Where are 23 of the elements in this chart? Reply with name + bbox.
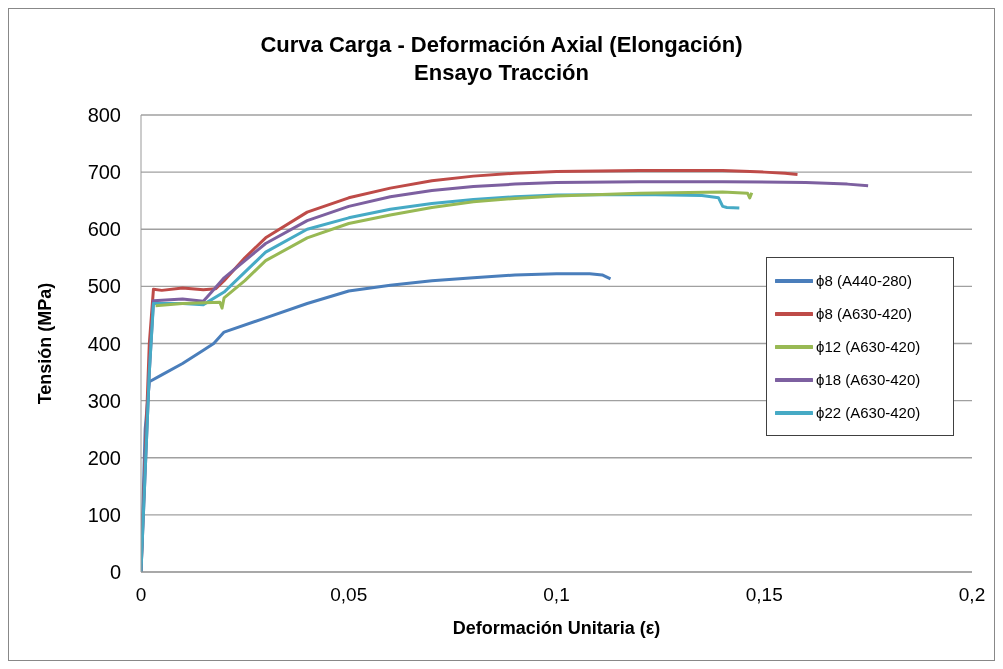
y-tick-label: 0 [109, 561, 121, 584]
legend-label: ϕ12 (A630-420) [816, 338, 921, 355]
x-tick-label: 0,2 [958, 584, 986, 606]
legend-label: ϕ18 (A630-420) [816, 371, 921, 388]
y-tick-label: 600 [87, 218, 121, 241]
legend-label: ϕ22 (A630-420) [816, 404, 921, 421]
y-axis-title: Tensión (MPa) [35, 282, 56, 405]
line-series [154, 190, 754, 310]
y-tick-label: 200 [87, 446, 121, 469]
y-tick-label: 800 [87, 104, 121, 127]
legend-label: ϕ8 (A440-280) [816, 272, 912, 289]
x-tick-label: 0,1 [543, 584, 570, 606]
x-tick-label: 0,05 [330, 584, 368, 606]
y-tick-label: 500 [87, 275, 121, 298]
x-tick-label: 0,15 [745, 584, 783, 606]
y-tick-label: 300 [87, 389, 121, 412]
chart-title: Curva Carga - Deformación Axial (Elongación) Ensayo Tracción [259, 31, 744, 87]
y-tick-label: 100 [87, 503, 121, 526]
legend-label: ϕ8 (A630-420) [816, 305, 912, 322]
y-tick-label: 700 [87, 161, 121, 184]
x-axis-title: Deformación Unitaria (ε) [452, 618, 661, 638]
x-tick-label: 0 [135, 584, 147, 606]
y-tick-label: 400 [87, 332, 121, 355]
